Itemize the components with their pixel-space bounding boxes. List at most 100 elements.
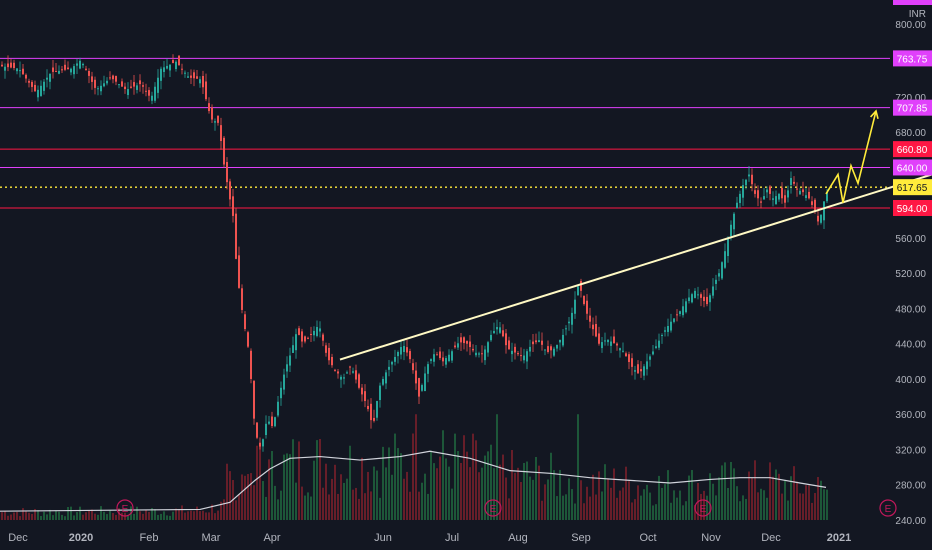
candle-body xyxy=(121,81,123,87)
volume-bar xyxy=(58,511,60,520)
volume-bar xyxy=(652,505,654,520)
volume-bar xyxy=(751,477,753,520)
candle-body xyxy=(454,345,456,348)
candle-body xyxy=(475,352,477,356)
volume-bar xyxy=(550,452,552,520)
volume-bar xyxy=(214,513,216,520)
candle-body xyxy=(637,364,639,374)
candle-body xyxy=(241,288,243,310)
candle-body xyxy=(112,75,114,80)
volume-bar xyxy=(583,503,585,520)
volume-bar xyxy=(196,506,198,520)
level-badge xyxy=(893,200,932,216)
volume-bar xyxy=(457,451,459,520)
level-badge xyxy=(893,99,932,116)
volume-bar xyxy=(649,492,651,520)
candle-body xyxy=(484,349,486,361)
volume-bar xyxy=(247,474,249,520)
volume-bar xyxy=(592,474,594,520)
candle-body xyxy=(541,340,543,345)
candle-body xyxy=(94,79,96,88)
candle-body xyxy=(43,81,45,91)
volume-bar xyxy=(637,485,639,520)
volume-bar xyxy=(799,493,801,520)
candle-body xyxy=(508,340,510,350)
x-tick-label: Sep xyxy=(571,532,591,544)
candle-body xyxy=(25,74,27,79)
candle-body xyxy=(664,330,666,332)
volume-bar xyxy=(139,511,141,520)
candle-body xyxy=(427,364,429,374)
candle-body xyxy=(466,340,468,344)
volume-bar xyxy=(136,506,138,520)
candle-body xyxy=(28,80,30,83)
trendline xyxy=(339,173,932,361)
volume-bar xyxy=(367,471,369,520)
volume-bar xyxy=(280,490,282,520)
candle-body xyxy=(250,350,252,379)
candle-body xyxy=(820,214,822,223)
candle-body xyxy=(481,353,483,355)
candle-body xyxy=(496,326,498,330)
volume-bar xyxy=(796,481,798,520)
candle-body xyxy=(355,370,357,380)
candle-body xyxy=(742,185,744,198)
volume-bar xyxy=(655,504,657,520)
candle-body xyxy=(601,342,603,349)
candle-body xyxy=(760,201,762,203)
volume-average-line xyxy=(0,450,827,512)
volume-bar xyxy=(127,515,129,520)
volume-bar xyxy=(775,469,777,520)
volume-bar xyxy=(397,448,399,520)
candle-body xyxy=(310,333,312,335)
candle-body xyxy=(622,350,624,352)
candle-body xyxy=(10,62,12,68)
candle-body xyxy=(616,343,618,346)
volume-bar xyxy=(472,433,474,520)
candle-body xyxy=(118,84,120,86)
volume-bar xyxy=(661,487,663,520)
level-badge xyxy=(893,0,932,5)
candle-body xyxy=(238,255,240,288)
candle-body xyxy=(598,333,600,344)
candle-body xyxy=(604,340,606,342)
volume-bar xyxy=(187,511,189,520)
candle-body xyxy=(187,76,189,78)
volume-bar xyxy=(388,447,390,520)
volume-bar xyxy=(181,505,183,520)
volume-bar xyxy=(535,456,537,520)
candle-body xyxy=(58,70,60,74)
volume-bar xyxy=(460,462,462,520)
candle-body xyxy=(106,80,108,84)
volume-bar xyxy=(481,467,483,520)
candle-body xyxy=(280,387,282,399)
candle-body xyxy=(205,81,207,100)
volume-bar xyxy=(418,491,420,520)
candle-body xyxy=(229,181,231,200)
candle-body xyxy=(1,64,3,67)
candle-body xyxy=(145,90,147,92)
volume-bar xyxy=(52,515,54,520)
candle-body xyxy=(439,351,441,359)
candle-body xyxy=(703,296,705,301)
candle-body xyxy=(781,187,783,199)
candle-body xyxy=(697,294,699,296)
volume-bar xyxy=(385,467,387,520)
event-marker-label: E xyxy=(122,504,129,515)
candle-body xyxy=(562,334,564,346)
candle-body xyxy=(13,62,15,69)
volume-bar xyxy=(145,509,147,520)
level-badges: 763.75 707.85 660.80 640.00 617.65 594.00 xyxy=(893,0,932,216)
candle-body xyxy=(337,371,339,374)
candle-body xyxy=(391,361,393,365)
volume-bar xyxy=(82,514,84,520)
volume-bar xyxy=(778,473,780,520)
candle-body xyxy=(766,189,768,193)
candle-body xyxy=(79,60,81,69)
volume-bar xyxy=(736,486,738,520)
candle-body xyxy=(361,387,363,395)
candle-body xyxy=(115,76,117,82)
candle-body xyxy=(739,193,741,203)
